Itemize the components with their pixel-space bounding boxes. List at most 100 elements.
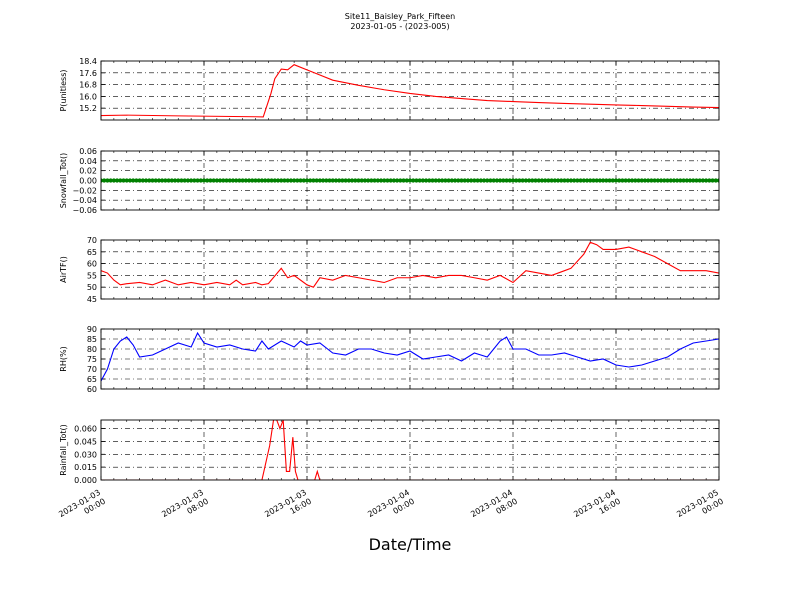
data-point [420,178,425,183]
data-point [675,178,680,183]
data-point [201,178,207,183]
data-point [440,178,445,183]
data-point [166,178,171,183]
data-point [684,178,689,183]
data-point [259,178,265,183]
data-point [272,178,277,183]
y-axis-label: Snowfall_Tot() [59,153,68,209]
data-point [311,178,316,183]
data-point [620,178,625,183]
data-point [655,178,660,183]
data-point [539,178,545,183]
data-point [263,178,268,183]
data-point [295,178,300,183]
data-point [588,178,593,183]
data-point [346,178,351,183]
data-point [565,178,570,183]
data-point [433,178,438,183]
data-point [256,178,261,183]
y-tick-label: 0.02 [79,167,97,176]
data-point [317,178,322,183]
data-point [530,178,535,183]
panels: 15.216.016.817.618.4P(unitless)−0.06−0.0… [59,57,720,485]
data-point [192,178,197,183]
data-point [555,178,561,183]
data-point [639,178,644,183]
data-point [665,178,670,183]
data-point [543,178,548,183]
data-point [353,178,358,183]
data-point [443,178,448,183]
data-point [356,178,361,183]
y-tick-label: 0.060 [74,425,97,434]
data-point [176,178,181,183]
data-point [494,178,500,183]
data-point [601,178,606,183]
y-tick-label: 45 [87,295,97,304]
data-point [642,178,648,183]
x-tick-label: 2023-01-0400:00 [366,488,416,528]
y-tick-label: −0.06 [72,206,97,215]
y-tick-label: 16.8 [79,81,97,90]
data-point [382,178,387,183]
data-point [697,178,702,183]
data-point [575,178,580,183]
data-point [343,178,348,183]
y-axis-label: P(unitless) [59,69,68,111]
data-point [694,178,699,183]
data-point [572,178,577,183]
data-point [388,178,393,183]
data-point [108,178,113,183]
y-tick-label: 18.4 [79,57,97,66]
data-point [266,178,271,183]
data-point [324,178,329,183]
data-point [691,178,696,183]
data-point [127,178,133,183]
data-point [275,178,281,183]
data-point [391,178,397,183]
data-point [198,178,203,183]
data-point [195,178,200,183]
data-point [250,178,255,183]
chart-title-line2: 2023-01-05 - (2023-005) [350,22,449,31]
data-point [240,178,245,183]
data-point [359,178,364,183]
data-point [633,178,638,183]
data-point [452,178,458,183]
data-point [617,178,622,183]
data-point [411,178,416,183]
data-point [687,178,693,183]
y-tick-label: 60 [87,385,97,394]
data-point [189,178,194,183]
data-point [414,178,419,183]
data-point [456,178,461,183]
y-tick-label: 75 [87,355,97,364]
data-point [237,178,242,183]
data-point [349,178,355,183]
data-point [629,178,635,183]
data-point [185,178,191,183]
data-point [227,178,232,183]
data-point [700,178,706,183]
data-point [401,178,406,183]
y-tick-label: 0.045 [74,437,97,446]
y-tick-label: −0.04 [72,196,97,205]
data-point [214,178,219,183]
data-point [314,178,319,183]
x-tick-label: 2023-01-0308:00 [160,488,210,528]
y-tick-label: 0.04 [79,157,97,166]
data-point [182,178,187,183]
data-point [137,178,142,183]
data-point [337,178,342,183]
y-tick-label: 15.2 [79,104,97,113]
data-point [362,178,368,183]
data-point [156,178,162,183]
data-point [649,178,654,183]
data-point [652,178,657,183]
y-tick-label: 65 [87,248,97,257]
x-axis-label: Date/Time [369,535,452,554]
data-point [430,178,435,183]
data-point [369,178,374,183]
